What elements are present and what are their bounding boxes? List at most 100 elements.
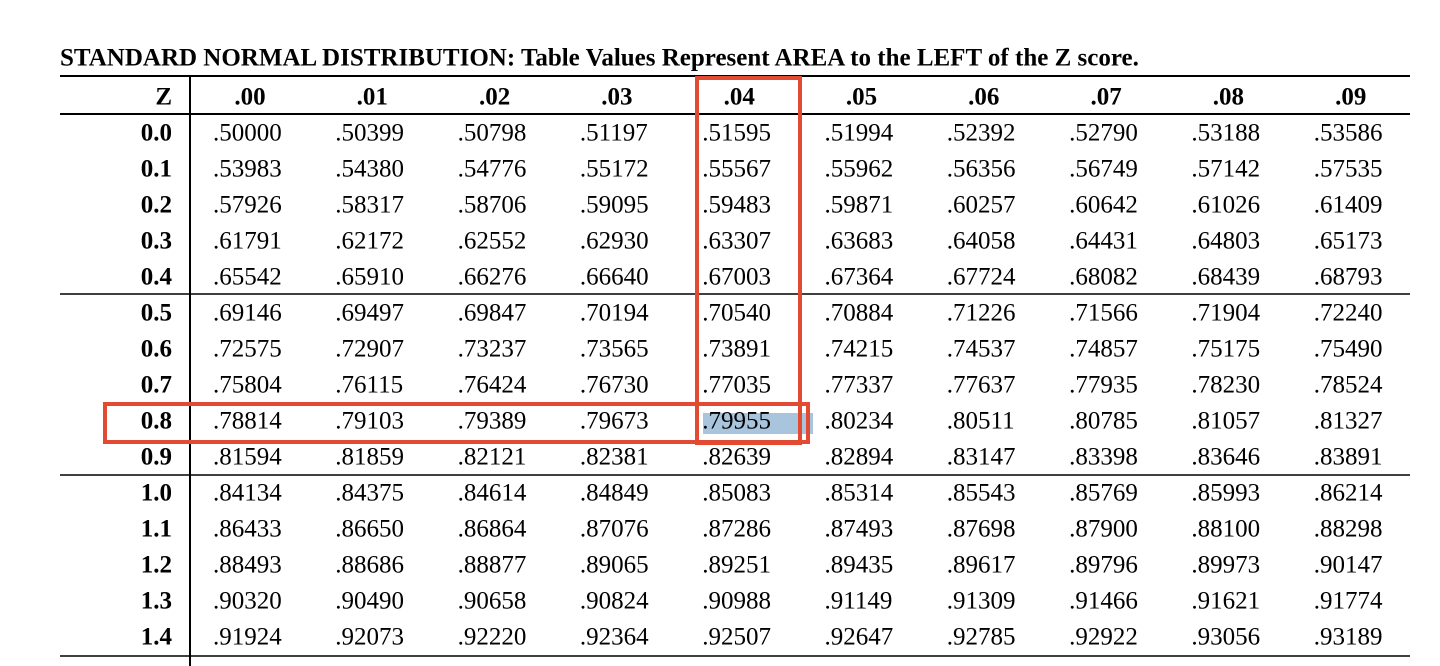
value-cell: .67003 [702,264,771,291]
value-cell: .83891 [1314,444,1383,471]
value-cell: .57926 [213,192,282,219]
value-cell: .85314 [825,480,894,507]
value-cell: .91309 [947,588,1016,615]
value-cell: .92364 [580,624,649,651]
value-cell: .68793 [1314,264,1383,291]
value-cell: .67364 [825,264,894,291]
value-cell: .89435 [825,552,894,579]
value-cell: .86214 [1314,480,1383,507]
z-cell: 0.8 [141,408,172,435]
value-cell: .52392 [947,120,1016,147]
value-cell: .76730 [580,372,649,399]
value-cell: .70194 [580,300,649,327]
value-cell: .77637 [947,372,1016,399]
value-cell: .91466 [1069,588,1138,615]
value-cell: .82121 [458,444,527,471]
value-cell: .59871 [825,192,894,219]
value-cell: .85083 [702,480,771,507]
value-cell: .57142 [1191,156,1260,183]
value-cell: .52790 [1069,120,1138,147]
value-cell: .66640 [580,264,649,291]
value-cell: .89973 [1191,552,1260,579]
value-cell: .70884 [825,300,894,327]
value-cell: .89251 [702,552,771,579]
value-cell: .57535 [1314,156,1383,183]
header-cell: .02 [479,84,510,111]
value-cell: .63683 [825,228,894,255]
value-cell: .59483 [702,192,771,219]
z-cell: 1.2 [141,552,172,579]
value-cell: .93189 [1314,624,1383,651]
value-cell: .60257 [947,192,1016,219]
value-cell: .87286 [702,516,771,543]
value-cell: .64058 [947,228,1016,255]
value-cell: .79389 [458,408,527,435]
value-cell: .85769 [1069,480,1138,507]
value-cell: .92647 [825,624,894,651]
value-cell: .67724 [947,264,1016,291]
value-cell: .88298 [1314,516,1383,543]
value-cell: .69146 [213,300,282,327]
value-cell: .88686 [335,552,404,579]
value-cell: .87900 [1069,516,1138,543]
value-cell: .72240 [1314,300,1383,327]
value-cell: .89617 [947,552,1016,579]
value-cell: .83646 [1191,444,1260,471]
z-cell: 0.4 [141,264,173,291]
value-cell: .72907 [335,336,404,363]
value-cell: .92785 [947,624,1016,651]
value-cell: .91924 [213,624,282,651]
value-cell: .90320 [213,588,282,615]
value-cell: .81859 [335,444,404,471]
header-cell: .08 [1213,84,1244,111]
z-cell: 0.9 [141,444,172,471]
value-cell: .75490 [1314,336,1383,363]
z-cell: 1.1 [141,516,172,543]
value-cell: .71904 [1191,300,1260,327]
value-cell: .63307 [702,228,771,255]
z-cell: 0.3 [141,228,172,255]
value-cell: .76115 [335,372,403,399]
value-cell: .78814 [213,408,282,435]
value-cell: .79103 [335,408,404,435]
z-cell: 1.4 [141,624,173,651]
value-cell: .74537 [947,336,1016,363]
value-cell: .89065 [580,552,649,579]
value-cell: .79955 [702,408,771,435]
value-cell: .55962 [825,156,894,183]
z-cell: 1.3 [141,588,172,615]
value-cell: .81327 [1314,408,1383,435]
header-cell: .06 [968,84,999,111]
value-cell: .62930 [580,228,649,255]
header-cell: .04 [724,84,756,111]
value-cell: .92073 [335,624,404,651]
value-cell: .89796 [1069,552,1138,579]
value-cell: .65542 [213,264,282,291]
value-cell: .62172 [335,228,404,255]
value-cell: .86650 [335,516,404,543]
z-cell: 0.5 [141,300,172,327]
value-cell: .88100 [1191,516,1260,543]
value-cell: .61026 [1191,192,1260,219]
value-cell: .61791 [213,228,282,255]
value-cell: .50798 [458,120,527,147]
value-cell: .71226 [947,300,1016,327]
value-cell: .53983 [213,156,282,183]
value-cell: .77337 [825,372,894,399]
value-cell: .90824 [580,588,649,615]
value-cell: .65173 [1314,228,1383,255]
value-cell: .81594 [213,444,282,471]
value-cell: .73891 [702,336,771,363]
value-cell: .69497 [335,300,404,327]
value-cell: .78230 [1191,372,1260,399]
value-cell: .75804 [213,372,282,399]
row-annotation-box [103,402,810,444]
value-cell: .64431 [1069,228,1138,255]
value-cell: .61409 [1314,192,1383,219]
value-cell: .91621 [1191,588,1260,615]
value-cell: .81057 [1191,408,1260,435]
value-cell: .84849 [580,480,649,507]
value-cell: .64803 [1191,228,1260,255]
value-cell: .55172 [580,156,649,183]
